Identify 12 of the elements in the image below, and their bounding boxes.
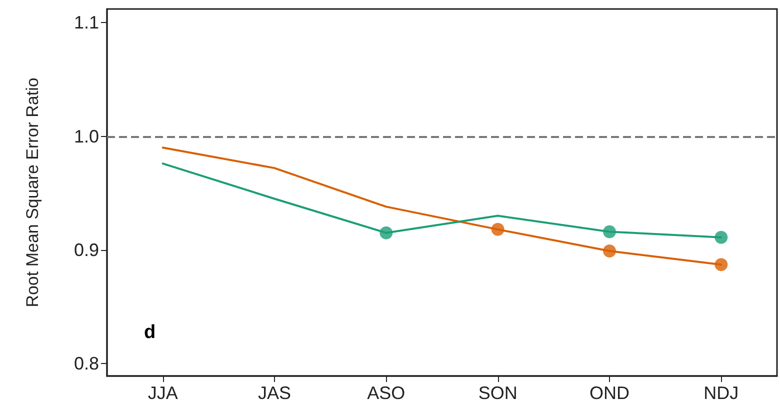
x-tick-label: SON: [478, 383, 518, 403]
annotation: d: [144, 322, 156, 343]
x-tick-label: JJA: [148, 383, 178, 403]
y-tick-label: 0.9: [74, 240, 99, 260]
x-tick-label: OND: [590, 383, 630, 403]
x-tick-label: JAS: [258, 383, 292, 403]
x-tick-label: ASO: [367, 383, 406, 403]
y-tick-label: 0.8: [74, 354, 99, 374]
y-tick-label: 1.1: [74, 12, 99, 33]
y-axis-title: Root Mean Square Error Ratio: [23, 78, 42, 308]
x-tick-label: NDJ: [704, 383, 739, 403]
y-tick-label: 1.0: [74, 126, 99, 146]
